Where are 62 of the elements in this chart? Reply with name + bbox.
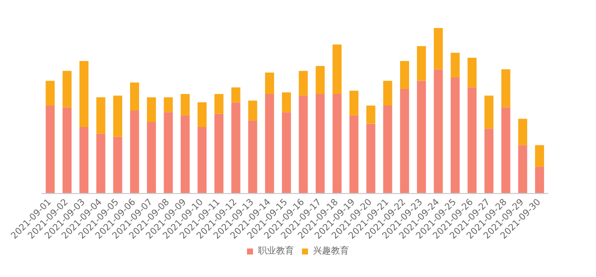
bar	[416, 80, 426, 193]
bar	[146, 122, 156, 193]
bar	[468, 58, 477, 88]
bar	[349, 115, 358, 193]
bar	[62, 70, 72, 108]
bar	[282, 112, 291, 193]
bar	[501, 69, 510, 108]
bar	[214, 94, 224, 114]
bar	[231, 87, 240, 102]
bar	[349, 90, 358, 116]
bar	[113, 136, 122, 193]
bar	[298, 70, 308, 96]
bar	[96, 134, 106, 193]
legend-label: 职业教育	[258, 246, 294, 256]
bar	[332, 44, 342, 94]
bar	[450, 52, 460, 78]
bar	[416, 46, 426, 81]
legend-label: 兴趣教育	[313, 246, 349, 256]
bar	[366, 124, 376, 193]
bar	[46, 106, 55, 193]
bar	[180, 94, 190, 116]
bar	[113, 96, 122, 137]
bar	[198, 102, 207, 127]
bar	[400, 61, 410, 90]
bar	[79, 127, 88, 193]
bar	[383, 80, 392, 106]
bar	[332, 94, 342, 193]
bar	[180, 115, 190, 193]
bar	[450, 78, 460, 193]
bar	[130, 110, 140, 193]
bar	[400, 89, 410, 193]
bar	[96, 97, 106, 134]
bar	[79, 61, 88, 127]
bar	[214, 114, 224, 193]
bar	[265, 94, 274, 193]
bar	[231, 102, 240, 193]
bar	[484, 128, 494, 193]
bar	[316, 94, 325, 193]
bar	[535, 145, 544, 167]
bar	[518, 118, 528, 146]
bar	[46, 80, 55, 106]
bar	[198, 127, 207, 193]
bar	[484, 96, 494, 129]
bar	[434, 69, 443, 193]
bar	[298, 96, 308, 193]
bar	[164, 97, 173, 112]
bar	[146, 97, 156, 122]
bar	[535, 166, 544, 193]
bar	[248, 100, 258, 120]
bar	[62, 107, 72, 193]
bar	[316, 66, 325, 94]
bar	[265, 72, 274, 94]
bar	[383, 106, 392, 193]
bar	[366, 106, 376, 124]
bar	[468, 87, 477, 193]
bar	[248, 120, 258, 193]
bar	[130, 82, 140, 110]
bar	[282, 92, 291, 112]
bar	[434, 28, 443, 70]
bar	[518, 145, 528, 193]
bar	[164, 112, 173, 193]
bar	[501, 107, 510, 193]
